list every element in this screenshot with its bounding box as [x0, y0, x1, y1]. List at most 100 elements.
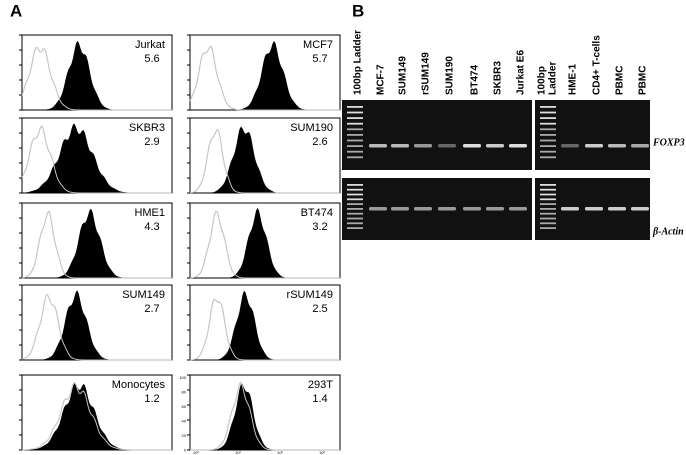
ladder-band: [347, 222, 363, 225]
ladder-band: [347, 111, 363, 114]
histogram-filled: [22, 208, 172, 278]
histogram-outline: [21, 381, 172, 451]
x-tick-label: 10³: [319, 450, 325, 455]
ladder-band: [540, 222, 556, 225]
histogram-frame: [21, 284, 173, 361]
ladder-band: [347, 134, 363, 136]
ladder-band: [347, 198, 363, 201]
lane-label: PBMC: [615, 66, 626, 95]
ladder-band: [347, 217, 363, 220]
ladder-band: [540, 156, 556, 159]
y-tick-label: 100: [179, 375, 186, 380]
band: [391, 207, 409, 211]
ladder-band: [347, 145, 363, 147]
y-tick-label: 80: [182, 390, 187, 395]
gene-label: β-Actin: [652, 226, 684, 237]
y-tick-label: 60: [182, 404, 187, 409]
ladder-band: [347, 150, 363, 153]
ladder-band: [347, 184, 363, 186]
cell-label: MCF7: [303, 39, 333, 51]
mfi-value: 2.7: [144, 303, 159, 315]
mfi-value: 5.7: [312, 53, 327, 65]
ladder-band: [540, 145, 556, 147]
lane-label: BT474: [470, 65, 481, 95]
lane-label: 100bp: [537, 66, 548, 95]
histogram-outline: [189, 45, 340, 111]
ladder-band: [540, 212, 556, 215]
cell-label: SKBR3: [129, 122, 165, 134]
histogram-outline: [190, 381, 340, 451]
ladder-band: [347, 117, 363, 119]
x-tick-label: 10⁰: [193, 450, 199, 455]
ladder-band: [347, 122, 363, 125]
lane-label: rSUM149: [421, 52, 432, 95]
ladder-band: [540, 198, 556, 201]
histogram-outline: [189, 211, 340, 279]
histogram-frame: [189, 284, 341, 361]
ladder-band: [347, 212, 363, 215]
band: [369, 207, 387, 211]
y-tick-label: 40: [182, 419, 187, 424]
ladder-band: [540, 128, 556, 131]
histogram-filled: [22, 383, 172, 450]
histogram-filled: [190, 207, 340, 278]
band: [438, 144, 456, 148]
band: [463, 144, 481, 148]
histogram-frame: [189, 374, 341, 451]
histogram-filled: [22, 40, 172, 110]
mfi-value: 5.6: [144, 53, 159, 65]
x-tick-label: 10¹: [235, 450, 241, 455]
ladder-band: [540, 134, 556, 136]
y-tick-label: 20: [182, 433, 187, 438]
ladder-band: [347, 227, 363, 229]
histogram-outline: [21, 294, 172, 361]
y-tick-label: 0: [184, 448, 187, 453]
mfi-value: 1.2: [144, 393, 159, 405]
cell-label: SUM149: [122, 289, 165, 301]
band: [561, 144, 579, 148]
cell-label: BT474: [301, 207, 333, 219]
band: [608, 144, 626, 148]
lane-label: PBMC: [638, 66, 649, 95]
ladder-band: [347, 208, 363, 210]
band: [369, 144, 387, 148]
ladder-band: [347, 193, 363, 196]
mfi-value: 2.9: [144, 136, 159, 148]
lane-label: Ladder: [548, 62, 559, 95]
ladder-band: [540, 217, 556, 220]
cell-label: Jurkat: [135, 39, 165, 51]
band: [438, 207, 456, 211]
ladder-band: [540, 106, 556, 108]
lane-label: CD4+ T-cells: [592, 35, 603, 95]
ladder-band: [540, 184, 556, 186]
lane-label: 100bp Ladder: [353, 30, 364, 95]
ladder-band: [347, 156, 363, 159]
cell-label: SUM190: [290, 122, 333, 134]
band: [608, 207, 626, 211]
gel-image: [342, 100, 532, 170]
mfi-value: 2.5: [312, 303, 327, 315]
ladder-band: [540, 208, 556, 210]
lane-label: SUM190: [445, 56, 456, 95]
panel-label: B: [352, 1, 364, 20]
lane-label: SKBR3: [493, 61, 504, 95]
ladder-band: [347, 203, 363, 205]
ladder-band: [540, 227, 556, 229]
ladder-band: [540, 203, 556, 205]
histogram-outline: [189, 298, 340, 361]
cell-label: 293T: [308, 379, 333, 391]
histogram-filled: [190, 40, 340, 110]
ladder-band: [540, 111, 556, 114]
x-tick-label: 10²: [277, 450, 283, 455]
mfi-value: 2.6: [312, 136, 327, 148]
ladder-band: [540, 193, 556, 196]
panel-label: A: [10, 1, 22, 20]
band: [585, 144, 603, 148]
band: [391, 144, 409, 148]
ladder-band: [347, 106, 363, 108]
histogram-filled: [22, 123, 172, 193]
ladder-band: [540, 139, 556, 142]
band: [414, 207, 432, 211]
ladder-band: [540, 122, 556, 125]
